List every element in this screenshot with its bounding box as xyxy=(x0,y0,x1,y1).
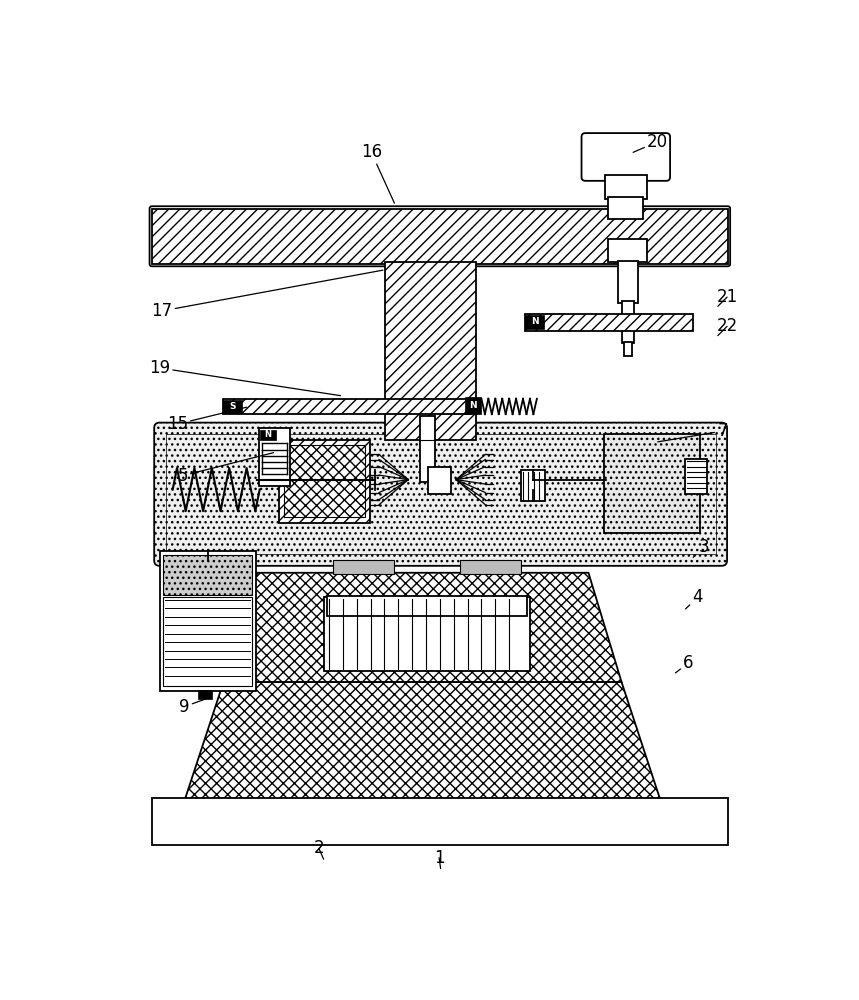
Bar xyxy=(526,314,693,331)
Text: 20: 20 xyxy=(633,133,668,152)
Text: 3: 3 xyxy=(693,538,710,557)
Bar xyxy=(152,798,728,845)
Text: N: N xyxy=(531,317,539,326)
Bar xyxy=(279,440,369,523)
Text: 17: 17 xyxy=(151,270,383,320)
Bar xyxy=(608,239,647,262)
Text: 9: 9 xyxy=(179,698,210,716)
Bar xyxy=(163,555,252,595)
Bar xyxy=(460,560,521,574)
Text: S: S xyxy=(229,402,236,411)
Text: 21: 21 xyxy=(716,288,738,306)
Bar xyxy=(332,560,394,574)
Bar xyxy=(466,397,481,414)
Polygon shape xyxy=(223,573,622,682)
FancyBboxPatch shape xyxy=(154,423,727,566)
Bar xyxy=(526,315,544,329)
Bar xyxy=(152,209,728,264)
Bar xyxy=(624,342,631,356)
Bar xyxy=(163,597,252,686)
Text: N: N xyxy=(265,430,271,439)
Text: 15: 15 xyxy=(167,407,247,433)
Bar xyxy=(326,596,527,616)
Bar xyxy=(283,445,365,517)
Text: 6: 6 xyxy=(675,654,694,673)
Bar xyxy=(223,400,242,413)
Bar xyxy=(223,399,472,414)
Bar xyxy=(618,261,637,303)
Polygon shape xyxy=(185,682,660,799)
Bar xyxy=(166,434,716,554)
FancyBboxPatch shape xyxy=(582,133,670,181)
Text: 2: 2 xyxy=(314,839,325,859)
Text: 4: 4 xyxy=(685,588,703,609)
Text: 16: 16 xyxy=(361,143,394,203)
Bar xyxy=(604,434,700,533)
Text: 19: 19 xyxy=(149,359,340,396)
Bar xyxy=(622,301,634,343)
Bar xyxy=(429,466,451,494)
Text: 7: 7 xyxy=(658,422,728,442)
Bar xyxy=(685,459,707,494)
Bar xyxy=(198,690,212,699)
Bar xyxy=(160,551,256,691)
Text: 5: 5 xyxy=(178,453,273,485)
Bar xyxy=(385,262,476,440)
Bar xyxy=(605,175,647,199)
Bar xyxy=(420,416,436,482)
Bar xyxy=(521,470,545,501)
Text: N: N xyxy=(469,401,477,410)
Text: 22: 22 xyxy=(716,317,738,336)
Text: 1: 1 xyxy=(434,849,444,868)
Bar xyxy=(324,597,530,671)
Bar xyxy=(608,197,643,219)
Bar xyxy=(259,428,289,486)
Bar xyxy=(260,430,276,440)
